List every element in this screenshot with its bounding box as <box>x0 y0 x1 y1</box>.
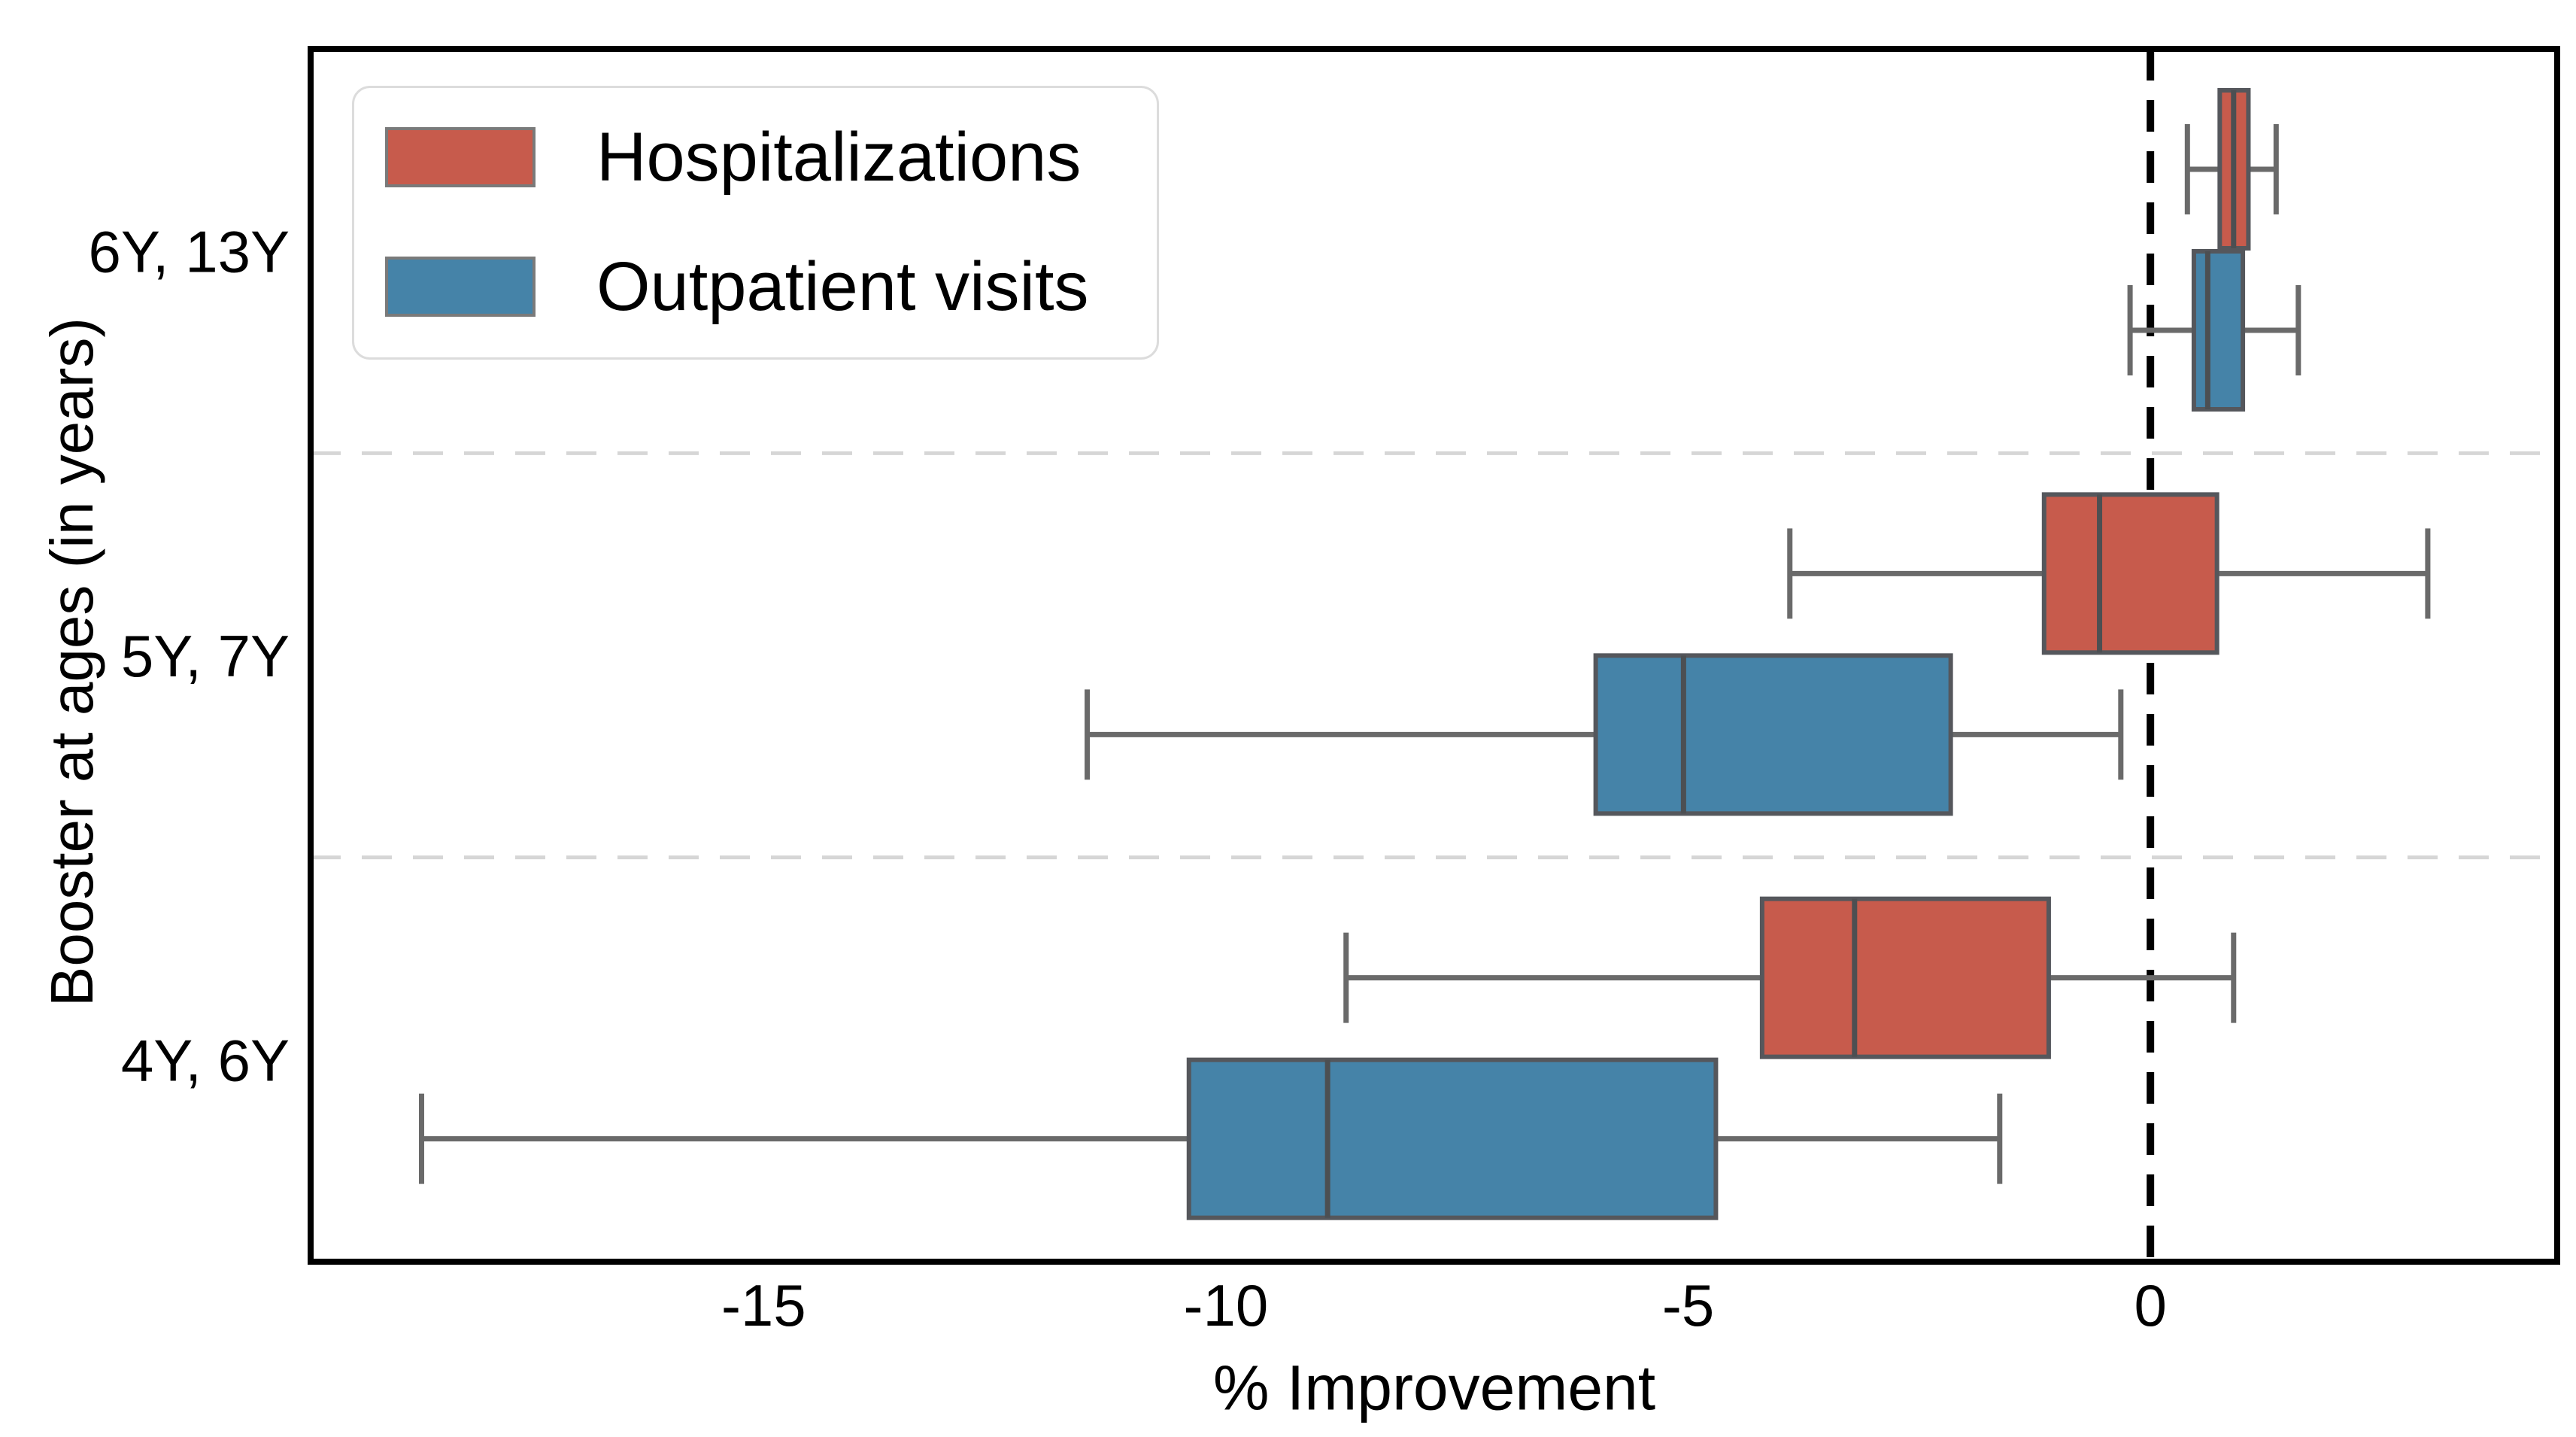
y-axis-title: Booster at ages (in years) <box>38 317 105 1007</box>
legend-label-outpatient-visits: Outpatient visits <box>596 248 1089 325</box>
box-outpatient-visits-1 <box>1593 653 1953 816</box>
box-hospitalizations-1 <box>2041 492 2219 655</box>
x-tick-label--15: -15 <box>721 1272 806 1338</box>
plot-border <box>308 46 2560 1265</box>
x-tick-label-0: 0 <box>2134 1272 2166 1338</box>
box-outpatient-visits-2 <box>1186 1057 1719 1220</box>
y-tick-label-1: 5Y, 7Y <box>121 623 290 689</box>
y-tick-label-0: 6Y, 13Y <box>89 219 290 285</box>
legend-swatch-hospitalizations <box>385 127 536 187</box>
y-tick-label-2: 4Y, 6Y <box>121 1027 290 1093</box>
legend-swatch-outpatient-visits <box>385 257 536 317</box>
box-outpatient-visits-0 <box>2191 249 2246 412</box>
legend-label-hospitalizations: Hospitalizations <box>596 119 1082 196</box>
x-tick-label--10: -10 <box>1184 1272 1269 1338</box>
x-axis-title: % Improvement <box>1212 1352 1656 1423</box>
box-hospitalizations-2 <box>1759 896 2051 1059</box>
legend: Hospitalizations Outpatient visits <box>352 86 1159 360</box>
x-tick-label--5: -5 <box>1662 1272 1714 1338</box>
